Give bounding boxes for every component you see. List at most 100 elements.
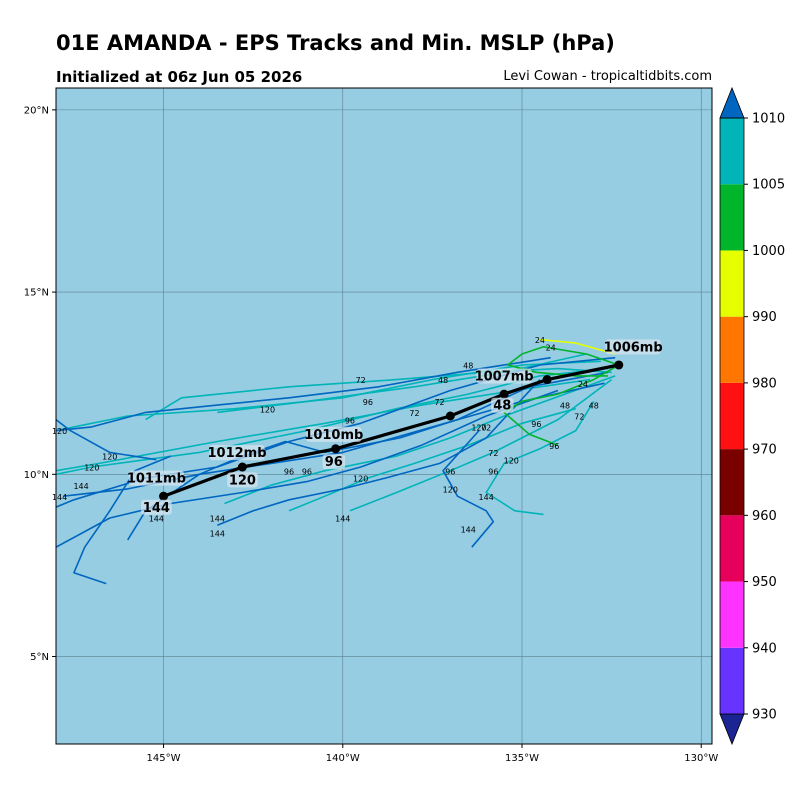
mean-label-box — [141, 499, 172, 515]
colorbar-tick-label: 990 — [752, 310, 777, 325]
member-hour-label: 120 — [52, 427, 67, 436]
mean-point-label: 144 — [143, 501, 170, 516]
mean-track-point — [614, 360, 624, 370]
lat-tick-label: 10°N — [24, 470, 49, 481]
member-hour-label: 72 — [574, 413, 584, 422]
member-track — [539, 338, 616, 355]
mean-label-box — [322, 454, 346, 470]
member-hour-label: 72 — [356, 376, 366, 385]
member-track — [217, 353, 587, 414]
member-hour-label: 96 — [488, 467, 498, 476]
lat-tick-label: 20°N — [24, 105, 49, 116]
colorbar-tick-label: 940 — [752, 641, 777, 656]
mean-point-label: 1012mb — [208, 446, 267, 461]
colorbar-segment — [720, 118, 744, 185]
colorbar-segment — [720, 581, 744, 648]
colorbar-tick-label: 970 — [752, 443, 777, 458]
member-track — [442, 430, 495, 548]
lon-tick-label: 135°W — [505, 753, 539, 764]
member-track — [73, 455, 172, 585]
member-hour-label: 144 — [52, 493, 67, 502]
colorbar-tick-label: 1010 — [752, 112, 785, 127]
member-hour-label: 24 — [578, 380, 588, 389]
member-hour-label: 24 — [546, 343, 556, 352]
ensemble-mean-track — [159, 360, 624, 501]
colorbar-max-extension — [719, 86, 745, 119]
member-hour-label: 120 — [102, 453, 117, 462]
pressure-colorbar: 930 940 950 960 970 980 990 1000 1005 1010 — [719, 86, 785, 746]
member-hour-label: 96 — [531, 420, 541, 429]
member-hour-label: 120 — [471, 424, 486, 433]
member-hour-label: 96 — [549, 442, 559, 451]
member-hour-label: 72 — [481, 424, 491, 433]
mean-label-box — [306, 426, 362, 442]
member-hour-label: 96 — [302, 467, 312, 476]
colorbar-tick-label: 960 — [752, 509, 777, 524]
credit-text: Levi Cowan - tropicaltidbits.com — [503, 69, 712, 84]
axis-tick-labels: 145°W 140°W 135°W 130°W 20°N 15°N 10°N 5°N — [24, 105, 719, 764]
map-frame — [55, 87, 713, 745]
mean-track-point — [542, 375, 552, 385]
lon-tick-label: 145°W — [147, 753, 181, 764]
mean-track-point — [499, 389, 509, 399]
member-hour-label: 120 — [504, 456, 519, 465]
lat-tick-label: 5°N — [30, 652, 49, 663]
member-hour-label: 144 — [479, 493, 494, 502]
lon-tick-label: 140°W — [326, 753, 360, 764]
mean-label-box — [227, 472, 258, 488]
member-hour-label: 120 — [353, 475, 368, 484]
mean-point-label: 1007mb — [475, 370, 534, 385]
member-hour-label: 144 — [210, 515, 225, 524]
init-time: Initialized at 06z Jun 05 2026 — [56, 68, 303, 86]
member-hour-label: 144 — [149, 515, 164, 524]
member-hour-label: 48 — [463, 362, 473, 371]
mean-point-label: 96 — [325, 455, 343, 470]
colorbar-segment — [720, 316, 744, 383]
member-track — [288, 407, 577, 512]
colorbar-tick-label: 980 — [752, 376, 777, 391]
member-track — [485, 400, 595, 516]
mean-point-label: 1006mb — [604, 340, 663, 355]
lon-tick-label: 130°W — [684, 753, 718, 764]
member-hour-label: 72 — [409, 409, 419, 418]
member-track — [503, 364, 620, 446]
member-hour-label: 96 — [445, 467, 455, 476]
colorbar-segment — [720, 515, 744, 582]
member-hour-label: 144 — [210, 529, 225, 538]
member-hour-label: 96 — [284, 467, 294, 476]
mean-point-label: 120 — [229, 473, 256, 488]
member-track — [217, 379, 541, 527]
colorbar-segment — [720, 382, 744, 450]
colorbar-segment — [720, 184, 744, 251]
mean-point-label: 1010mb — [304, 428, 363, 443]
member-track — [56, 418, 157, 461]
chart-title: 01E AMANDA - EPS Tracks and Min. MSLP (h… — [56, 31, 615, 55]
map-ocean — [56, 88, 712, 744]
colorbar-segment — [720, 250, 744, 317]
member-hour-label: 48 — [560, 402, 570, 411]
colorbar-frame — [719, 117, 745, 715]
mean-point-label: 1011mb — [127, 472, 186, 487]
member-hour-label: 96 — [345, 416, 355, 425]
member-track — [56, 360, 601, 432]
member-hour-label: 144 — [335, 515, 350, 524]
mean-label-box — [476, 368, 532, 384]
mean-track-point — [237, 462, 247, 472]
colorbar-tick-label: 1005 — [752, 178, 785, 193]
lat-tick-label: 15°N — [24, 288, 49, 299]
member-hour-label: 72 — [434, 398, 444, 407]
mean-track-point — [159, 491, 169, 501]
mean-track-point — [331, 444, 341, 454]
mean-label-box — [605, 339, 661, 355]
member-hour-label: 96 — [363, 398, 373, 407]
mean-label-box — [491, 397, 514, 413]
mean-label-box — [128, 470, 184, 486]
colorbar-segment — [720, 647, 744, 714]
member-hour-label: 144 — [461, 526, 476, 535]
member-hour-label: 72 — [488, 449, 498, 458]
colorbar-tick-label: 930 — [752, 708, 777, 723]
member-hour-label: 144 — [73, 482, 88, 491]
mean-point-label: 48 — [493, 399, 511, 414]
